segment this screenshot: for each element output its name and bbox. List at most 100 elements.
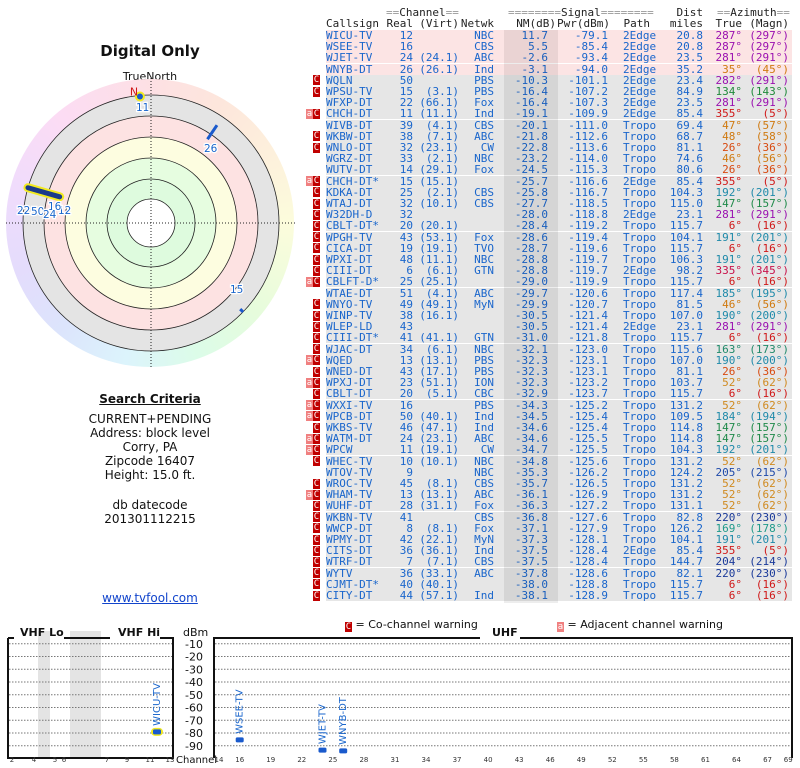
network: CW	[480, 443, 494, 457]
azimuth-magnetic: (58°)	[755, 129, 789, 143]
table-row[interactable]: WLEP-LD 43 -30.5 -121.4 2Edge 23.1 281° (291°)	[326, 320, 792, 334]
station-bar	[318, 747, 327, 753]
table-row[interactable]: WSEE-TV 16 CBS 5.5 -85.4 2Edge 20.8 287° (297°)	[326, 40, 792, 54]
table-row[interactable]: WPSU-TV 15 (3.1) PBS -16.4 -107.2 2Edge 84.9 134…	[326, 86, 792, 98]
network: Fox	[474, 499, 494, 513]
azimuth-true: 26°	[722, 163, 742, 177]
channel-tick-label: 34	[422, 756, 431, 764]
table-row[interactable]: WUHF-DT 28 (31.1) Fox -36.3 -127.2 Tropo 131.1 5…	[326, 499, 792, 513]
real-channel: 8	[406, 521, 413, 535]
co-channel-warning-icon: C	[313, 422, 320, 433]
callsign: WNED-DT	[326, 365, 373, 378]
callsign: WPXJ-DT	[326, 376, 373, 390]
table-row[interactable]: CITS-DT 36 (36.1) Ind -37.5 -128.4 2Edge 85.4 35…	[326, 545, 792, 558]
path: Tropo	[623, 286, 657, 300]
noise-margin: -32.3	[514, 365, 548, 378]
criteria-height: Height: 15.0 ft.	[104, 468, 196, 482]
noise-margin: -28.0	[514, 208, 548, 222]
table-row[interactable]: WTRF-DT 7 (7.1) CBS -37.5 -128.4 Tropo 144.7 204…	[326, 555, 792, 569]
virtual-channel: (4.1)	[425, 286, 459, 300]
azimuth-magnetic: (143°)	[749, 85, 789, 98]
path: Tropo	[623, 253, 657, 266]
adjacent-channel-flag-icon: a	[557, 622, 564, 632]
table-row[interactable]: WPXJ-DT 23 (51.1) ION -32.3 -123.2 Tropo 103.7 5…	[326, 376, 792, 390]
azimuth-true: 287°	[715, 40, 743, 54]
co-channel-warning-icon: C	[313, 142, 320, 153]
channel-label: 11	[136, 102, 149, 114]
table-row[interactable]: WFXP-DT 22 (66.1) Fox -16.4 -107.3 2Edge 23.5 28…	[326, 97, 792, 110]
station-label: WJET-TV	[318, 704, 329, 744]
channel-tick-label: 61	[701, 756, 710, 764]
azimuth-true: 204°	[715, 555, 743, 569]
noise-margin: -32.3	[514, 376, 548, 390]
distance: 117.4	[669, 286, 703, 300]
azimuth-true: 282°	[715, 73, 743, 87]
azimuth-true: 26°	[722, 141, 742, 154]
callsign: WLEP-LD	[326, 320, 373, 334]
callsign: WPXI-DT	[326, 253, 373, 266]
channel-tick-label: 49	[577, 756, 586, 764]
table-row[interactable]: WPGH-TV 43 (53.1) Fox -28.6 -119.4 Tropo 104.1 1…	[326, 231, 792, 244]
azimuth-true: 52°	[722, 398, 742, 412]
search-criteria-title: Search Criteria	[99, 392, 201, 406]
table-row[interactable]: WNLO-DT 32 (23.1) CW -22.8 -113.6 Tropo 81.1 26°…	[326, 142, 792, 154]
path: 2Edge	[623, 174, 657, 188]
power: -126.9	[568, 488, 608, 502]
azimuth-true: 169°	[715, 521, 743, 535]
callsign: WATM-DT	[326, 432, 373, 446]
table-row[interactable]: CHCH-DT 11 (11.1) Ind -19.1 -109.9 2Edge 85.4 35…	[326, 108, 792, 121]
power: -121.4	[568, 320, 608, 334]
callsign: WIVB-DT	[326, 118, 373, 132]
azimuth-magnetic: (62°)	[755, 477, 789, 490]
table-row[interactable]: WYTV 36 (33.1) ABC -37.8 -128.6 Tropo 82.1 220° (…	[326, 567, 792, 580]
real-channel: 15	[399, 85, 413, 98]
noise-margin: -3.1	[521, 62, 549, 76]
power: -120.6	[568, 286, 608, 300]
table-row[interactable]: CIII-DT 6 (6.1) GTN -28.8 -119.7 2Edge 98.2 335°…	[326, 265, 792, 278]
azimuth-magnetic: (62°)	[755, 376, 789, 390]
path: 2Edge	[623, 62, 657, 76]
table-row[interactable]: WJAC-DT 34 (6.1) NBC -32.1 -123.0 Tropo 115.6 16…	[326, 342, 792, 356]
real-channel: 43	[399, 365, 413, 378]
table-row[interactable]: WIVB-DT 39 (4.1) CBS -20.1 -111.0 Tropo 69.4 47°…	[326, 118, 792, 132]
virtual-channel: (29.1)	[419, 163, 459, 177]
distance: 109.5	[669, 409, 703, 423]
tvfool-link[interactable]: www.tvfool.com	[102, 591, 198, 605]
power: -125.6	[568, 454, 608, 468]
virtual-channel: (4.1)	[425, 118, 459, 132]
network: PBS	[474, 353, 494, 367]
table-row[interactable]: WTAE-DT 51 (4.1) ABC -29.7 -120.6 Tropo 117.4 18…	[326, 286, 792, 300]
table-row[interactable]: WHAM-TV 13 (13.1) ABC -36.1 -126.9 Tropo 131.2 5…	[326, 488, 792, 502]
noise-margin: -29.9	[514, 297, 548, 311]
virtual-channel: (40.1)	[419, 577, 459, 591]
table-row[interactable]: CJMT-DT* 40 (40.1) -38.0 -128.8 Tropo 115.7 6° (…	[326, 579, 792, 591]
table-row[interactable]: WQED 13 (13.1) PBS -32.3 -123.1 Tropo 107.0 190°…	[326, 355, 792, 367]
table-row[interactable]: CITY-DT 44 (57.1) Ind -38.1 -128.9 Tropo 115.7 6…	[326, 590, 792, 602]
co-channel-warning-icon: C	[313, 265, 320, 276]
channel-tick-label: 11	[146, 756, 155, 764]
real-channel: 13	[399, 488, 413, 502]
criteria-address: Address: block level	[90, 426, 210, 440]
azimuth-true: 52°	[722, 488, 742, 502]
table-row[interactable]: W32DH-D 32 -28.0 -118.8 2Edge 23.1 281° (291°)	[326, 208, 792, 222]
callsign: WGRZ-DT	[326, 152, 373, 166]
table-row[interactable]: WKBN-TV 41 CBS -36.8 -127.6 Tropo 82.8 220° (230…	[326, 511, 792, 524]
path: Tropo	[623, 219, 657, 233]
channel-tick-label: 2	[10, 756, 14, 764]
callsign: WHAM-TV	[326, 488, 373, 502]
header-dist: Dist	[676, 6, 704, 19]
power: -127.9	[568, 521, 608, 535]
table-row[interactable]: WKBW-DT 38 (7.1) ABC -21.8 -112.6 Tropo 68.7 48°…	[326, 131, 792, 143]
virtual-channel: (10.1)	[419, 454, 459, 468]
network: GTN	[474, 331, 494, 345]
azimuth-true: 205°	[715, 465, 743, 479]
nm-column-shade	[504, 30, 558, 603]
path: Tropo	[623, 365, 657, 378]
callsign: WROC-TV	[326, 477, 373, 490]
azimuth-true: 6°	[728, 387, 742, 401]
power: -116.6	[568, 174, 608, 188]
network: NBC	[474, 342, 494, 356]
azimuth-magnetic: (291°)	[749, 208, 789, 222]
table-row[interactable]: CBLFT-D* 25 (25.1) -29.0 -119.9 Tropo 115.7 6° (…	[326, 276, 792, 289]
co-channel-warning-icon: C	[313, 344, 320, 355]
